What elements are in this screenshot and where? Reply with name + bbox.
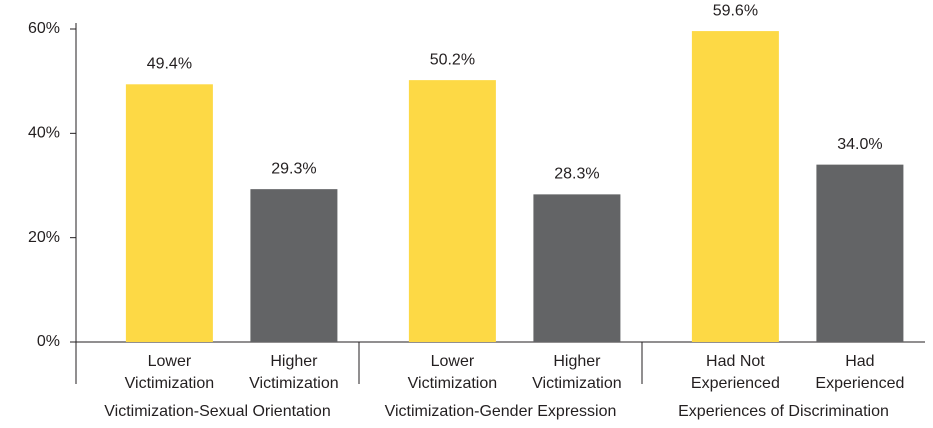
value-label: 29.3%: [271, 160, 316, 177]
group-label: Experiences of Discrimination: [678, 403, 889, 420]
x-tick-label: Higher: [270, 353, 318, 370]
x-tick-label: Had Not: [706, 353, 765, 370]
x-tick-label: Higher: [553, 353, 601, 370]
value-label: 49.4%: [147, 56, 192, 73]
x-tick-label: Victimization: [125, 375, 215, 392]
y-tick-label: 20%: [28, 229, 60, 246]
x-tick-label: Lower: [148, 353, 192, 370]
x-tick-label: Experienced: [691, 375, 780, 392]
bar: [816, 164, 904, 342]
x-tick-label: Lower: [431, 353, 475, 370]
value-label: 59.6%: [713, 2, 758, 19]
bar: [533, 194, 621, 342]
y-tick-label: 0%: [37, 333, 60, 350]
value-label: 50.2%: [430, 51, 475, 68]
group-label: Victimization-Gender Expression: [385, 403, 617, 420]
value-label: 28.3%: [554, 166, 599, 183]
y-tick-label: 40%: [28, 125, 60, 142]
value-label: 34.0%: [837, 136, 882, 153]
bar: [250, 189, 338, 342]
group-label: Victimization-Sexual Orientation: [104, 403, 330, 420]
x-tick-label: Victimization: [532, 375, 622, 392]
bar: [125, 84, 213, 343]
x-tick-label: Victimization: [408, 375, 498, 392]
x-tick-label: Had: [845, 353, 874, 370]
y-tick-label: 60%: [28, 20, 60, 37]
x-tick-label: Experienced: [815, 375, 904, 392]
bar: [408, 80, 496, 342]
x-tick-label: Victimization: [249, 375, 339, 392]
bar: [691, 31, 779, 342]
